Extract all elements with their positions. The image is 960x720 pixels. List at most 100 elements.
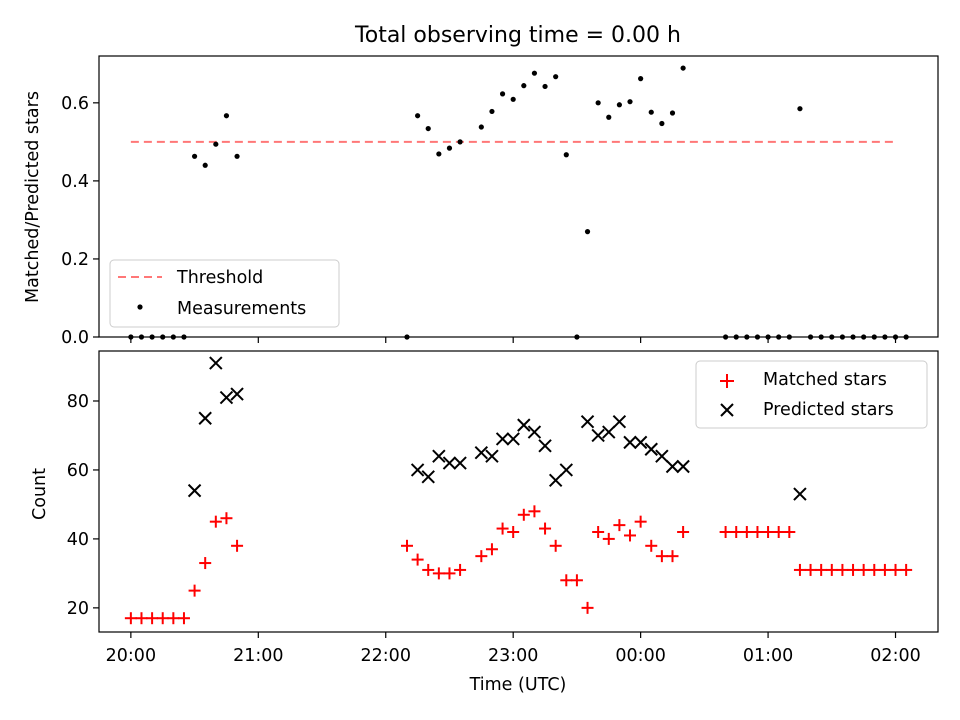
measurement-point	[499, 91, 506, 97]
measurement-point	[223, 113, 230, 119]
measurement-point	[627, 99, 633, 105]
measurement-point	[213, 141, 219, 147]
bottom-xlabel: Time (UTC)	[469, 675, 567, 695]
measurement-point	[542, 83, 548, 90]
predicted-point	[506, 432, 520, 446]
bottom-legend-box	[695, 360, 928, 429]
matched-point	[772, 526, 785, 539]
predicted-point	[612, 414, 627, 429]
matched-point	[868, 563, 881, 576]
matched-point	[613, 519, 626, 532]
predicted-point	[230, 387, 244, 401]
bottom-xtick-label: 23:00	[488, 646, 538, 666]
top-plot-frame	[98, 55, 939, 338]
bottom-xtick-label: 22:00	[361, 646, 411, 666]
matched-point	[432, 567, 445, 580]
top-ytick-label: 0.2	[61, 250, 89, 270]
measurement-point	[606, 114, 612, 120]
matched-point	[762, 526, 775, 539]
matched-point	[624, 529, 637, 542]
matched-point	[124, 612, 137, 625]
measurement-point	[659, 120, 665, 127]
matched-point	[199, 557, 212, 570]
predicted-point	[644, 442, 658, 456]
measurement-point	[510, 96, 516, 102]
measurement-point	[457, 139, 463, 145]
matched-point	[549, 539, 562, 552]
measurement-point	[531, 70, 538, 76]
measurement-point	[563, 152, 569, 158]
predicted-point	[485, 449, 499, 463]
matched-point	[422, 563, 435, 576]
measurement-point	[616, 102, 622, 108]
predicted-point	[676, 459, 690, 474]
legend-predicted-marker	[720, 403, 734, 417]
predicted-point	[633, 435, 648, 450]
matched-point	[209, 515, 222, 528]
matched-point	[454, 563, 467, 576]
predicted-point	[187, 483, 202, 498]
bottom-ylabel: Count	[30, 468, 50, 520]
predicted-point	[517, 418, 531, 432]
matched-point	[602, 532, 615, 545]
bottom-plot-marks	[124, 356, 913, 625]
legend-measurements-marker	[137, 304, 143, 310]
measurement-point	[446, 145, 453, 151]
predicted-point	[410, 463, 425, 477]
matched-point	[539, 522, 552, 535]
legend-measurements-label: Measurements	[177, 299, 306, 319]
predicted-point	[602, 425, 616, 439]
measurement-point	[436, 151, 442, 157]
matched-point	[411, 553, 424, 566]
matched-point	[666, 550, 679, 563]
legend-matched-label: Matched stars	[763, 370, 887, 390]
predicted-point	[474, 446, 489, 460]
predicted-point	[591, 428, 605, 443]
measurement-point	[415, 113, 421, 119]
matched-point	[677, 526, 690, 539]
matched-point	[485, 543, 498, 556]
matched-point	[804, 563, 817, 576]
matched-point	[645, 539, 658, 552]
predicted-point	[793, 487, 807, 501]
top-ylabel: Matched/Predicted stars	[23, 91, 43, 303]
matched-point	[188, 584, 201, 597]
matched-point	[475, 550, 488, 563]
predicted-point	[421, 470, 435, 484]
bottom-xtick-label: 02:00	[870, 646, 920, 666]
predicted-point	[623, 435, 637, 450]
predicted-point	[665, 459, 680, 474]
measurement-point	[489, 108, 495, 115]
top-axis-ticks: 0.0 0.2 0.4 0.6	[61, 94, 897, 348]
measurement-point	[669, 110, 676, 116]
bottom-xtick-label: 21:00	[233, 646, 283, 666]
measurement-point	[191, 153, 198, 159]
matched-point	[507, 526, 520, 539]
matched-point	[751, 526, 764, 539]
measurement-point	[797, 106, 803, 112]
predicted-point	[432, 449, 446, 463]
predicted-point	[538, 439, 552, 453]
matched-point	[634, 515, 647, 528]
top-legend: Threshold Measurements	[109, 259, 340, 328]
matched-point	[517, 508, 530, 521]
matched-point	[740, 526, 753, 539]
matched-point	[857, 563, 870, 576]
predicted-point	[198, 411, 212, 425]
matched-point	[443, 567, 456, 580]
measurement-point	[234, 153, 240, 159]
measurement-point	[584, 229, 591, 235]
measurement-point	[425, 125, 431, 132]
legend-threshold-label: Threshold	[176, 268, 263, 288]
bottom-axis-ticks: 20 40 60 80 20:00 21:00 22:00 23:00 00:00 01:00 02…	[67, 392, 921, 666]
predicted-point	[655, 449, 669, 463]
predicted-point	[453, 456, 467, 470]
top-ytick-label: 0.4	[61, 172, 89, 192]
measurement-point	[648, 109, 654, 115]
matched-point	[730, 526, 743, 539]
predicted-point	[559, 463, 573, 477]
predicted-point	[442, 456, 457, 470]
matched-point	[592, 526, 605, 539]
